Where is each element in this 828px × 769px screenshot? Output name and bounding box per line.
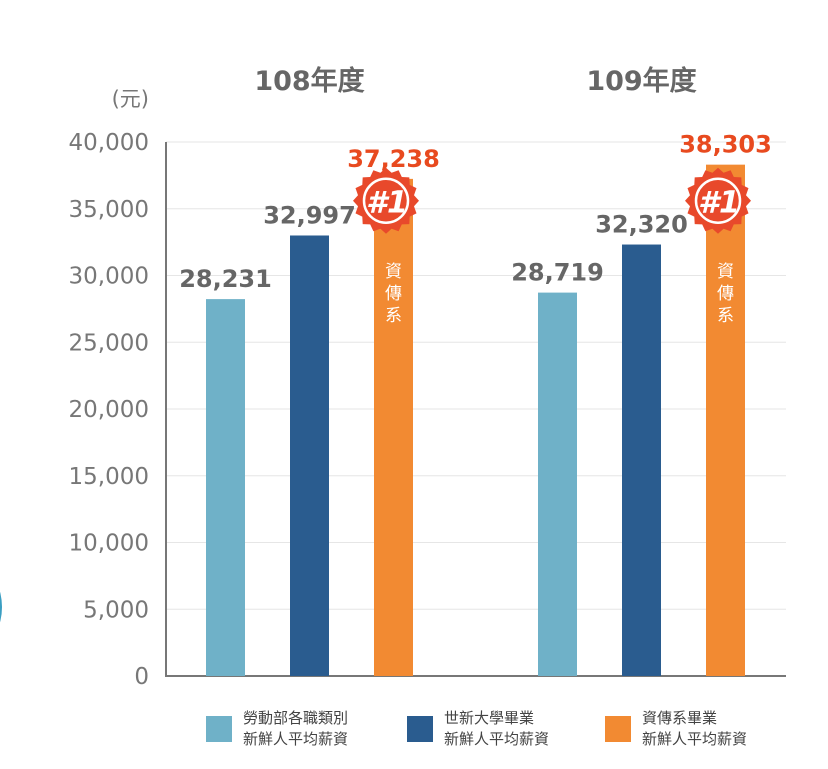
value-label: 32,320: [595, 211, 688, 239]
y-tick-label: 0: [134, 664, 149, 690]
bar-inner-text: 系: [385, 306, 402, 326]
y-tick-label: 20,000: [69, 397, 149, 423]
legend-item-shih-hsin: 世新大學畢業 新鮮人平均薪資: [407, 708, 549, 750]
y-tick-label: 40,000: [69, 130, 149, 156]
bar-inner-text: 資: [385, 262, 402, 282]
bar-inner-text: 傳: [717, 284, 734, 304]
y-tick-label: 25,000: [69, 330, 149, 356]
chart-legend: 勞動部各職類別 新鮮人平均薪資 世新大學畢業 新鮮人平均薪資 資傳系畢業 新鮮人平均薪…: [0, 708, 828, 763]
bar: [538, 292, 577, 676]
value-label: 37,238: [347, 145, 440, 173]
bar: [206, 299, 245, 676]
badge-text: #1: [698, 186, 740, 221]
bar: [706, 164, 745, 676]
legend-item-labor-ministry: 勞動部各職類別 新鮮人平均薪資: [206, 708, 348, 750]
legend-item-department: 資傳系畢業 新鮮人平均薪資: [605, 708, 747, 750]
badge-ring: [694, 177, 742, 224]
legend-swatch: [407, 716, 433, 742]
y-tick-label: 10,000: [69, 531, 149, 557]
legend-label: 資傳系畢業 新鮮人平均薪資: [642, 709, 748, 748]
y-tick-label: 15,000: [69, 464, 149, 490]
badge-text: #1: [366, 186, 408, 221]
badge-icon: [353, 167, 419, 234]
category-label: 108年度: [254, 65, 364, 97]
y-unit-label: (元): [112, 87, 149, 111]
bar-chart: 0 5,000 10,000 15,000 20,000 25,000 30,000 35,0…: [69, 65, 786, 690]
bar: [374, 178, 413, 677]
badge-icon: [685, 167, 751, 234]
bar-inner-text: 系: [717, 306, 734, 326]
y-tick-label: 30,000: [69, 264, 149, 290]
value-label: 28,231: [179, 265, 272, 293]
badge-ring: [362, 177, 410, 224]
bar-inner-text: 傳: [385, 284, 402, 304]
y-tick-label: 5,000: [83, 597, 149, 623]
legend-swatch: [605, 716, 631, 742]
value-label: 38,303: [679, 131, 772, 159]
bar: [622, 244, 661, 676]
category-label: 109年度: [586, 65, 696, 97]
bar: [290, 235, 329, 676]
bar-inner-text: 資: [717, 262, 734, 282]
value-label: 32,997: [263, 201, 356, 229]
y-tick-label: 35,000: [69, 197, 149, 223]
legend-swatch: [206, 716, 232, 742]
legend-label: 世新大學畢業 新鮮人平均薪資: [444, 709, 550, 748]
value-label: 28,719: [511, 259, 604, 287]
legend-label: 勞動部各職類別 新鮮人平均薪資: [243, 709, 349, 748]
